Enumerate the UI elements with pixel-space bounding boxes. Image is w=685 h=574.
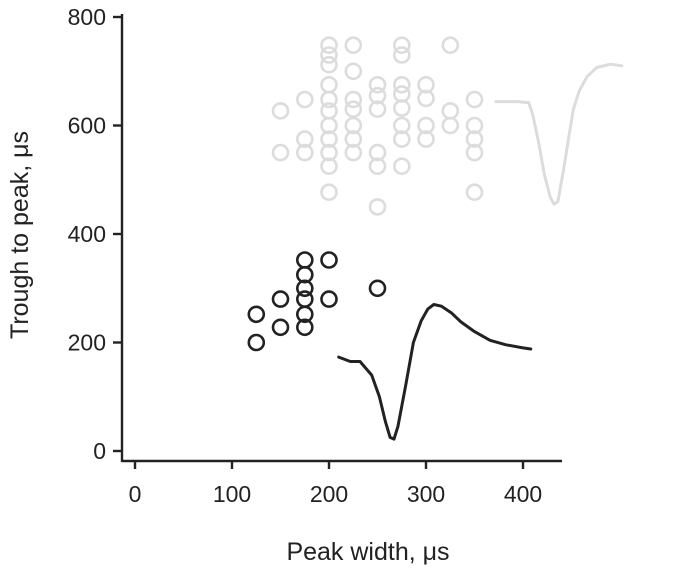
dark-data-point xyxy=(368,279,387,298)
light-data-point xyxy=(295,90,314,109)
light-data-point xyxy=(368,86,387,105)
light-data-point xyxy=(344,143,363,162)
light-data-point xyxy=(271,143,290,162)
light-data-point xyxy=(465,183,484,201)
light-data-point xyxy=(417,116,435,135)
light-data-point xyxy=(344,62,363,81)
light-data-point xyxy=(320,183,338,201)
light-data-point xyxy=(392,130,411,148)
light-data-point xyxy=(295,143,314,162)
dark-data-point xyxy=(295,279,314,298)
light-data-point xyxy=(320,76,338,94)
light-data-point xyxy=(344,90,363,109)
light-data-point xyxy=(344,100,363,118)
light-data-point xyxy=(465,90,484,109)
axis-ticks: 0 100 200 300 400 0 200 400 600 800 xyxy=(68,4,543,507)
light-data-point xyxy=(320,130,338,148)
light-data-point xyxy=(465,116,484,135)
light-data-point xyxy=(271,102,290,120)
x-tick-label: 200 xyxy=(310,481,348,507)
light-data-point xyxy=(368,100,387,118)
x-tick-label: 300 xyxy=(407,481,445,507)
light-data-point xyxy=(392,36,411,55)
y-tick-label: 600 xyxy=(68,113,106,139)
light-data-point xyxy=(368,76,387,94)
dark-data-point xyxy=(295,265,314,284)
data-points-layer xyxy=(247,36,484,352)
dark-data-point xyxy=(271,290,290,308)
light-waveform-trace xyxy=(494,62,624,206)
light-data-point xyxy=(344,36,363,55)
light-data-point xyxy=(392,99,411,117)
x-tick-label: 0 xyxy=(129,481,142,507)
light-data-point xyxy=(344,116,363,135)
light-data-point xyxy=(344,130,363,148)
dark-data-point xyxy=(295,318,314,337)
light-data-point xyxy=(417,130,435,148)
light-data-point xyxy=(320,55,338,74)
light-data-point xyxy=(392,46,411,64)
dark-data-point xyxy=(247,333,266,352)
y-tick-label: 400 xyxy=(68,221,106,247)
light-data-point xyxy=(417,76,435,94)
dark-waveform-trace xyxy=(337,303,533,441)
light-data-point xyxy=(441,116,460,135)
dark-data-point xyxy=(295,305,314,324)
light-data-point xyxy=(320,157,338,175)
x-tick-label: 400 xyxy=(504,481,542,507)
light-data-point xyxy=(320,36,338,55)
y-axis-title: Trough to peak, μs xyxy=(6,131,34,339)
light-data-point xyxy=(417,89,435,108)
dark-data-point xyxy=(320,290,338,308)
dark-data-point xyxy=(295,251,314,269)
light-data-point xyxy=(441,102,460,120)
y-tick-label: 0 xyxy=(93,438,106,464)
x-tick-label: 100 xyxy=(213,481,251,507)
light-data-point xyxy=(392,116,411,135)
waveform-layer xyxy=(337,62,624,441)
light-data-point xyxy=(368,198,387,216)
light-data-point xyxy=(320,116,338,135)
light-data-point xyxy=(465,130,484,148)
light-data-point xyxy=(320,143,338,162)
light-data-point xyxy=(465,143,484,162)
y-tick-label: 200 xyxy=(68,330,106,356)
x-axis-title: Peak width, μs xyxy=(286,538,449,566)
light-data-point xyxy=(295,130,314,148)
light-data-point xyxy=(441,36,460,55)
light-data-point xyxy=(392,85,411,103)
light-data-point xyxy=(392,76,411,94)
light-data-point xyxy=(392,157,411,175)
y-tick-label: 800 xyxy=(68,4,106,30)
dark-data-point xyxy=(320,251,338,269)
light-data-point xyxy=(320,90,338,109)
light-data-point xyxy=(368,143,387,162)
light-data-point xyxy=(320,102,338,120)
dark-data-point xyxy=(271,318,290,337)
light-data-point xyxy=(368,157,387,175)
axes xyxy=(120,14,562,463)
dark-data-point xyxy=(295,290,314,308)
light-data-point xyxy=(320,46,338,64)
dark-data-point xyxy=(247,305,266,324)
